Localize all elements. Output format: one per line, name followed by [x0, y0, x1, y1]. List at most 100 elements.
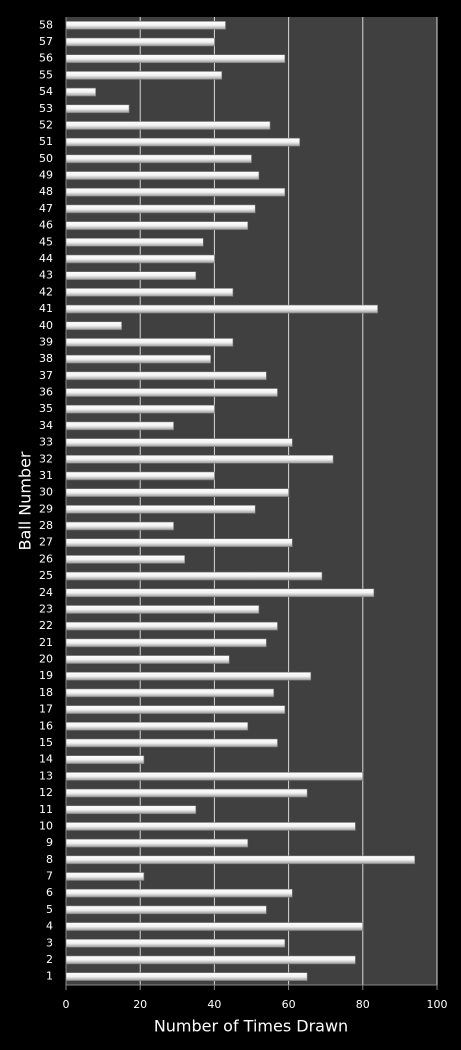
bar [65, 888, 293, 898]
y-tick-label: 48 [39, 185, 53, 198]
x-tick-label: 40 [207, 998, 221, 1011]
y-tick-label: 38 [39, 352, 53, 365]
bar [65, 705, 286, 714]
bar [65, 37, 215, 47]
y-tick-label: 35 [39, 402, 53, 415]
y-tick-label: 22 [39, 619, 53, 632]
bar [65, 571, 323, 581]
y-tick-label: 55 [39, 68, 53, 81]
x-tick-label: 0 [63, 998, 70, 1011]
bar [65, 505, 256, 514]
bar [65, 221, 249, 230]
y-tick-label: 39 [39, 335, 53, 348]
bar [65, 755, 145, 764]
y-tick-label: 37 [39, 369, 53, 382]
y-tick-label: 13 [39, 769, 53, 782]
bar [65, 805, 197, 815]
y-tick-label: 58 [39, 18, 53, 31]
bar [65, 822, 356, 831]
y-tick-label: 30 [39, 486, 53, 499]
y-tick-label: 25 [39, 569, 53, 582]
bar [65, 388, 278, 397]
y-tick-label: 14 [39, 753, 53, 766]
y-tick-label: 7 [46, 870, 53, 883]
bar [65, 955, 356, 965]
y-tick-label: 4 [46, 920, 53, 933]
y-tick-label: 56 [39, 52, 53, 65]
y-tick-label: 34 [39, 419, 53, 432]
bar [65, 304, 378, 314]
y-tick-label: 16 [39, 719, 53, 732]
y-tick-label: 8 [46, 853, 53, 866]
bar [65, 671, 312, 681]
bar [65, 605, 260, 614]
y-tick-label: 15 [39, 736, 53, 749]
bar [65, 271, 197, 280]
y-tick-label: 21 [39, 636, 53, 649]
y-tick-label: 2 [46, 953, 53, 966]
y-tick-label: 47 [39, 202, 53, 215]
bar [65, 872, 145, 881]
y-tick-label: 29 [39, 502, 53, 515]
y-tick-label: 43 [39, 269, 53, 282]
bar [65, 488, 289, 497]
y-tick-label: 32 [39, 452, 53, 465]
bar [65, 555, 186, 564]
bar [65, 421, 174, 431]
y-tick-label: 23 [39, 602, 53, 615]
bar [65, 972, 308, 981]
y-tick-label: 49 [39, 169, 53, 182]
y-tick-label: 9 [46, 836, 53, 849]
x-axis-title: Number of Times Drawn [154, 1017, 348, 1036]
bar [65, 238, 204, 247]
x-tick-label: 60 [282, 998, 296, 1011]
bar [65, 471, 215, 481]
bar [65, 838, 249, 848]
bar [65, 371, 267, 381]
y-tick-label: 11 [39, 803, 53, 816]
bar [65, 171, 260, 180]
bar [65, 722, 249, 731]
x-tick-label: 80 [356, 998, 370, 1011]
bar [65, 922, 364, 931]
bar [65, 71, 223, 80]
bar [65, 204, 256, 214]
bar [65, 772, 364, 781]
y-tick-label: 12 [39, 786, 53, 799]
bar [65, 655, 230, 664]
bar [65, 588, 375, 598]
x-tick-label: 100 [427, 998, 448, 1011]
y-tick-label: 6 [46, 886, 53, 899]
y-tick-label: 31 [39, 469, 53, 482]
y-tick-label: 5 [46, 903, 53, 916]
y-tick-label: 26 [39, 552, 53, 565]
y-axis-title: Ball Number [16, 451, 35, 550]
y-tick-label: 19 [39, 669, 53, 682]
bar [65, 855, 416, 865]
bar [65, 638, 267, 648]
y-tick-label: 33 [39, 436, 53, 449]
y-tick-label: 3 [46, 936, 53, 949]
y-tick-label: 20 [39, 653, 53, 666]
bar [65, 187, 286, 197]
bar [65, 404, 215, 414]
bar [65, 738, 278, 748]
bar [65, 254, 215, 264]
y-tick-label: 50 [39, 152, 53, 165]
bar [65, 104, 130, 114]
y-tick-label: 53 [39, 102, 53, 115]
y-tick-label: 18 [39, 686, 53, 699]
bar [65, 21, 226, 30]
y-tick-label: 10 [39, 819, 53, 832]
bar [65, 288, 234, 297]
y-tick-label: 45 [39, 235, 53, 248]
y-tick-label: 42 [39, 285, 53, 298]
y-tick-label: 28 [39, 519, 53, 532]
bar [65, 438, 293, 447]
bar [65, 688, 275, 698]
y-tick-label: 40 [39, 319, 53, 332]
bar [65, 521, 174, 531]
y-tick-label: 52 [39, 118, 53, 131]
bar [65, 938, 286, 948]
